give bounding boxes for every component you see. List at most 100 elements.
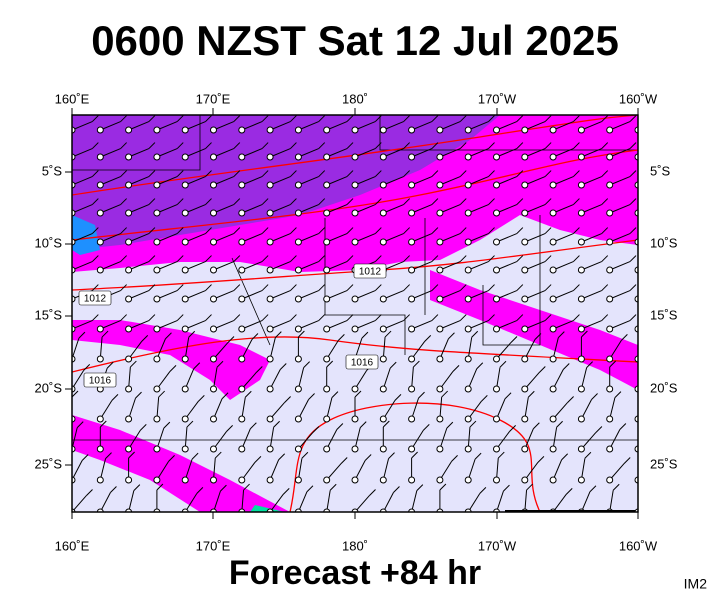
barb-flag	[133, 484, 141, 491]
barb-station	[96, 266, 104, 274]
barb-shaft	[128, 341, 143, 360]
barb-flag	[374, 255, 382, 262]
barb-flag	[403, 170, 410, 177]
barb-flag	[346, 115, 354, 122]
barb-flag	[91, 314, 99, 321]
barb-station	[379, 385, 387, 393]
barb-flag	[384, 330, 392, 338]
barb-flag	[76, 421, 84, 428]
barb-shaft	[467, 458, 476, 481]
barb-station	[549, 181, 557, 189]
lat-label: 15˚S	[650, 307, 678, 322]
barb-shaft	[411, 176, 433, 186]
barb-shaft	[100, 148, 121, 158]
barb-shaft	[156, 148, 178, 158]
barb-station	[210, 126, 217, 134]
barb-flag	[216, 360, 224, 368]
barb-shaft	[637, 156, 638, 157]
barb-shaft	[156, 176, 178, 186]
barb-flag	[261, 170, 269, 177]
wind-barb	[323, 423, 344, 453]
barb-flag	[403, 142, 410, 149]
barb-station	[181, 209, 189, 217]
barb-shaft	[185, 320, 206, 330]
barb-shaft	[213, 233, 235, 243]
barb-station	[153, 415, 161, 423]
barb-station	[606, 238, 614, 246]
wind-barb	[125, 284, 156, 303]
barb-shaft	[269, 369, 281, 390]
barb-station	[464, 445, 472, 453]
wind-barb	[153, 170, 184, 189]
barb-shaft	[609, 340, 622, 360]
wind-barb	[125, 360, 137, 393]
wind-barb	[408, 198, 439, 217]
barb-shaft	[241, 121, 263, 131]
wind-barb	[238, 422, 257, 453]
barb-shaft	[383, 148, 404, 158]
wind-barb	[351, 227, 382, 246]
barb-station	[464, 415, 472, 423]
barb-station	[493, 476, 500, 484]
barb-flag	[573, 142, 580, 149]
barb-flag	[609, 360, 617, 368]
barb-station	[464, 325, 472, 333]
wind-barb	[464, 227, 495, 246]
barb-shaft	[468, 233, 489, 243]
barb-shaft	[411, 148, 433, 158]
barb-station	[266, 126, 274, 134]
wind-barb	[96, 227, 127, 246]
barb-flag	[205, 115, 212, 122]
wind-barb	[436, 365, 460, 393]
barb-station	[521, 209, 529, 217]
barb-flag	[274, 331, 282, 338]
copyright-box	[505, 510, 635, 512]
barb-flag	[516, 142, 524, 149]
barb-shaft	[326, 340, 339, 360]
wind-barb	[238, 142, 269, 161]
wind-barb	[125, 391, 142, 423]
barb-shaft	[354, 460, 366, 481]
wind-barb	[153, 332, 172, 363]
wind-barb	[408, 360, 420, 393]
barb-shaft	[184, 493, 198, 512]
barb-flag	[459, 198, 467, 205]
barb-station	[238, 476, 246, 484]
barb-flag	[403, 314, 410, 321]
barb-station	[153, 355, 161, 363]
wind-barb	[96, 394, 119, 423]
wind-barb	[634, 153, 638, 161]
wind-barb	[238, 366, 263, 393]
barb-flag	[586, 361, 593, 368]
barb-shaft	[581, 148, 602, 158]
barb-shaft	[383, 233, 404, 243]
barb-shaft	[185, 261, 206, 271]
wind-barb	[210, 142, 241, 161]
barb-shaft	[411, 341, 426, 360]
barb-station	[379, 126, 387, 134]
wind-barb	[408, 255, 439, 274]
barb-shaft	[184, 458, 193, 481]
barb-shaft	[72, 233, 93, 243]
barb-station	[323, 181, 331, 189]
barb-shaft	[552, 148, 574, 158]
barb-flag	[413, 360, 420, 368]
barb-flag	[141, 335, 149, 342]
barb-flag	[86, 489, 93, 496]
lon-label: 170˚E	[196, 538, 231, 553]
barb-station	[549, 238, 557, 246]
barb-station	[238, 266, 246, 274]
barb-flag	[176, 227, 184, 234]
barb-station	[521, 445, 529, 453]
barb-flag	[459, 284, 467, 291]
barb-station	[577, 238, 585, 246]
barb-station	[323, 325, 331, 333]
barb-shaft	[552, 290, 574, 300]
barb-station	[606, 385, 614, 393]
barb-flag	[346, 198, 354, 205]
barb-shaft	[496, 176, 518, 186]
barb-flag	[290, 284, 297, 291]
wind-barb	[408, 451, 418, 484]
barb-shaft	[128, 148, 150, 158]
